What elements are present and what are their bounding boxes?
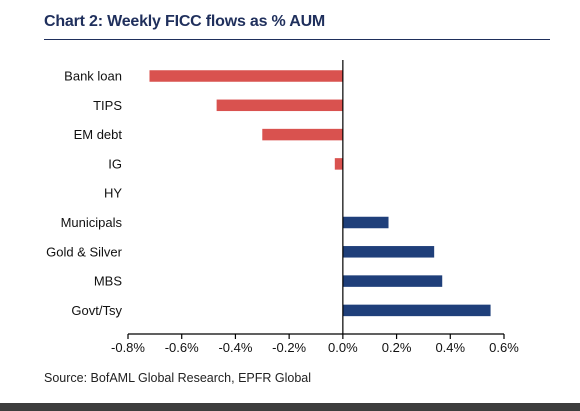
x-tick-label: 0.4% <box>435 340 465 355</box>
bar-municipals <box>342 216 389 229</box>
bottom-strip <box>0 403 580 411</box>
category-label: EM debt <box>74 127 123 142</box>
chart-title: Chart 2: Weekly FICC flows as % AUM <box>44 13 326 30</box>
title-rule <box>44 39 550 40</box>
category-label: TIPS <box>93 98 122 113</box>
category-label: Bank loan <box>64 69 122 84</box>
source-note: Source: BofAML Global Research, EPFR Glo… <box>44 371 312 385</box>
category-label: Govt/Tsy <box>71 303 122 318</box>
bar-gold-silver <box>342 246 435 258</box>
x-tick-label: -0.2% <box>272 340 306 355</box>
x-tick-label: -0.4% <box>218 340 252 355</box>
x-tick-label: 0.2% <box>382 340 412 355</box>
bar-mbs <box>342 275 443 287</box>
bar-bank-loan <box>149 70 343 82</box>
category-label: MBS <box>94 274 123 289</box>
bar-govt-tsy <box>342 304 491 317</box>
x-tick-label: 0.0% <box>328 340 358 355</box>
bar-ig <box>334 158 343 170</box>
category-label: HY <box>104 186 122 201</box>
category-label: Gold & Silver <box>46 244 123 259</box>
category-label: IG <box>108 156 122 171</box>
bar-tips <box>216 99 343 112</box>
x-tick-label: -0.6% <box>165 340 199 355</box>
x-tick-label: -0.8% <box>111 340 145 355</box>
bar-em-debt <box>262 128 343 141</box>
category-label: Municipals <box>61 215 123 230</box>
x-tick-label: 0.6% <box>489 340 519 355</box>
